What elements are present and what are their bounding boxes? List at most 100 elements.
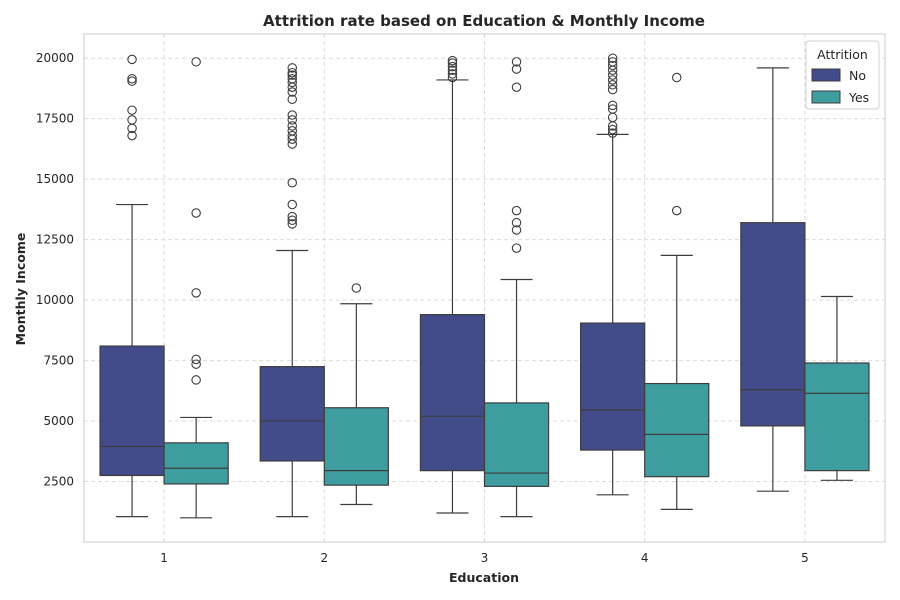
legend-label-no: No <box>849 68 866 83</box>
outlier-point <box>447 65 458 76</box>
x-tick-label: 2 <box>320 551 328 565</box>
outlier-point <box>287 77 298 88</box>
x-axis-label: Education <box>449 570 519 585</box>
outlier-point <box>127 74 137 84</box>
outlier-point <box>287 211 298 222</box>
outlier-point <box>447 55 458 66</box>
outlier-point <box>511 243 522 253</box>
x-tick-label: 1 <box>160 551 168 565</box>
iqr-box <box>259 366 325 462</box>
x-tick-label: 5 <box>801 551 809 565</box>
iqr-box <box>804 362 870 472</box>
box-no-3 <box>419 55 486 514</box>
outlier-point <box>607 75 618 85</box>
outlier-point <box>287 199 298 210</box>
outlier-point <box>127 54 137 65</box>
x-tick-label: 3 <box>481 551 489 565</box>
outlier-point <box>607 53 618 63</box>
outlier-point <box>607 84 618 95</box>
outlier-point <box>287 70 298 80</box>
outlier-point <box>287 110 298 120</box>
outlier-point <box>127 115 137 125</box>
iqr-box <box>740 222 806 427</box>
legend-swatch-no <box>811 68 841 82</box>
outlier-point <box>511 82 522 92</box>
plot-frame <box>83 33 886 543</box>
legend-swatch-yes <box>811 90 841 104</box>
outlier-point <box>447 58 458 68</box>
outlier-point <box>287 121 298 131</box>
box-no-4 <box>580 53 646 496</box>
outlier-point <box>191 359 201 369</box>
box-yes-2 <box>323 283 389 506</box>
outlier-point <box>511 225 522 235</box>
outlier-point <box>447 69 458 79</box>
legend-title: Attrition <box>817 47 868 62</box>
y-tick-label: 17500 <box>36 112 74 126</box>
iqr-box <box>99 345 165 477</box>
y-tick-label: 2500 <box>43 475 74 489</box>
box-no-1 <box>99 54 165 518</box>
outlier-point <box>127 130 137 141</box>
y-tick-label: 10000 <box>36 293 74 307</box>
iqr-box <box>419 314 486 472</box>
outlier-point <box>671 72 682 83</box>
outlier-point <box>191 57 201 67</box>
outlier-point <box>671 205 682 216</box>
x-tick-label: 4 <box>641 551 649 565</box>
outlier-point <box>607 128 618 138</box>
outlier-point <box>351 283 362 293</box>
outlier-point <box>607 57 618 67</box>
outlier-point <box>287 215 298 226</box>
outlier-point <box>607 60 618 71</box>
iqr-box <box>163 442 229 485</box>
outlier-point <box>287 94 298 105</box>
outlier-point <box>447 72 458 83</box>
y-tick-label: 20000 <box>36 51 74 65</box>
y-tick-label: 7500 <box>43 354 74 368</box>
y-axis-label: Monthly Income <box>13 233 28 346</box>
chart-title: Attrition rate based on Education & Mont… <box>263 12 705 30</box>
outlier-point <box>511 64 522 74</box>
box-no-2 <box>259 63 325 518</box>
box-yes-4 <box>644 72 710 510</box>
outlier-point <box>127 76 137 86</box>
outlier-point <box>287 67 298 78</box>
outlier-point <box>511 205 522 216</box>
legend-label-yes: Yes <box>848 90 869 105</box>
y-tick-label: 5000 <box>43 414 74 428</box>
y-tick-label: 12500 <box>36 233 74 247</box>
box-no-5 <box>740 67 806 492</box>
legend: Attrition No Yes <box>805 40 880 110</box>
outlier-point <box>191 375 201 385</box>
outlier-point <box>607 70 618 80</box>
outlier-point <box>287 126 298 136</box>
outlier-point <box>607 100 618 111</box>
outlier-point <box>191 208 201 218</box>
y-tick-label: 15000 <box>36 172 74 186</box>
box-yes-3 <box>483 57 550 518</box>
outlier-point <box>287 87 298 97</box>
outlier-point <box>511 57 522 67</box>
outlier-point <box>511 217 522 228</box>
outlier-point <box>607 124 618 135</box>
iqr-box <box>323 407 389 486</box>
outlier-point <box>287 115 298 125</box>
plot-area: 2500 5000 7500 10000 12500 15000 17500 20000 1 2 3… <box>36 33 886 565</box>
outlier-point <box>287 130 298 141</box>
iqr-box <box>644 382 710 478</box>
outlier-point <box>287 63 298 73</box>
outlier-point <box>287 219 298 229</box>
outlier-point <box>287 74 298 84</box>
outlier-point <box>191 288 201 298</box>
outlier-point <box>191 354 201 365</box>
outlier-point <box>127 105 137 115</box>
outlier-point <box>287 178 298 188</box>
iqr-box <box>580 322 646 451</box>
iqr-box <box>483 402 550 487</box>
box-yes-1 <box>163 57 229 519</box>
outlier-point <box>447 61 458 72</box>
outlier-point <box>607 80 618 90</box>
